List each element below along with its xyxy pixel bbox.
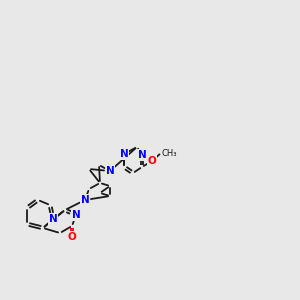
- Text: O: O: [68, 232, 76, 242]
- Text: O: O: [148, 156, 156, 166]
- Text: N: N: [120, 149, 128, 159]
- Text: N: N: [49, 214, 57, 224]
- Text: N: N: [138, 150, 146, 160]
- Text: N: N: [106, 166, 114, 176]
- Text: CH₃: CH₃: [161, 148, 176, 158]
- Text: N: N: [81, 195, 89, 205]
- Text: N: N: [72, 210, 80, 220]
